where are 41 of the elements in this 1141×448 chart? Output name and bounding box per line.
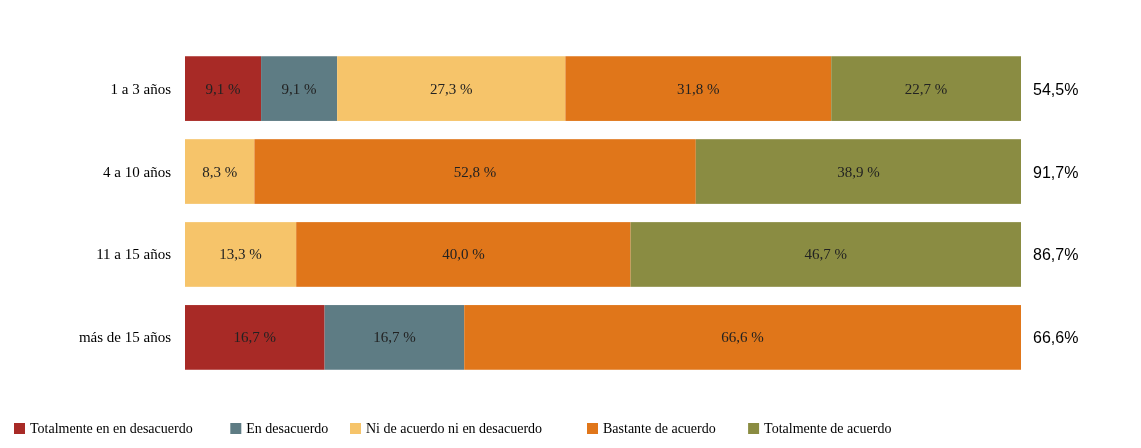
data-label: 52,8 %: [453, 163, 497, 180]
bar: [296, 222, 631, 287]
y-tick-label: más de 15 años: [78, 329, 172, 346]
data-label: 8,3 %: [202, 163, 238, 180]
data-label: 46,7 %: [804, 246, 848, 263]
bar: [324, 305, 465, 370]
bar: [185, 222, 297, 287]
bar: [630, 222, 1021, 287]
bar: [185, 305, 325, 370]
bar: [185, 56, 262, 121]
bar: [831, 56, 1021, 121]
bar: [565, 56, 832, 121]
legend-label: Totalmente en en desacuerdo: [30, 421, 193, 436]
data-label: 27,3 %: [430, 80, 473, 97]
data-label: 22,7 %: [904, 80, 948, 97]
text: 91,7%: [1033, 163, 1079, 181]
legend-label: Bastante de acuerdo: [603, 421, 716, 436]
text: 54,5%: [1033, 80, 1079, 98]
legend-label: Ni de acuerdo ni en desacuerdo: [366, 421, 543, 436]
legend-label: En desacuerdo: [246, 421, 329, 436]
bar: [261, 56, 338, 121]
y-tick-label: 1 a 3 años: [110, 80, 172, 97]
bar: [185, 139, 255, 204]
data-label: 9,1 %: [205, 80, 241, 97]
data-label: 13,3 %: [219, 246, 262, 263]
bar: [695, 139, 1021, 204]
legend-label: Totalmente de acuerdo: [764, 421, 892, 436]
data-label: 16,7 %: [373, 329, 416, 346]
y-tick-label: 4 a 10 años: [103, 163, 172, 180]
bar: [337, 56, 566, 121]
data-label: 38,9 %: [837, 163, 880, 180]
bar: [464, 305, 1021, 370]
data-label: 40,0 %: [442, 246, 485, 263]
data-label: 16,7 %: [233, 329, 277, 346]
bar: [254, 139, 696, 204]
y-tick-label: 11 a 15 años: [96, 246, 172, 263]
data-label: 66,6 %: [721, 329, 764, 346]
text: 66,6%: [1033, 329, 1079, 347]
data-label: 31,8 %: [677, 80, 720, 97]
data-label: 9,1 %: [281, 80, 317, 97]
text: 86,7%: [1033, 246, 1079, 264]
